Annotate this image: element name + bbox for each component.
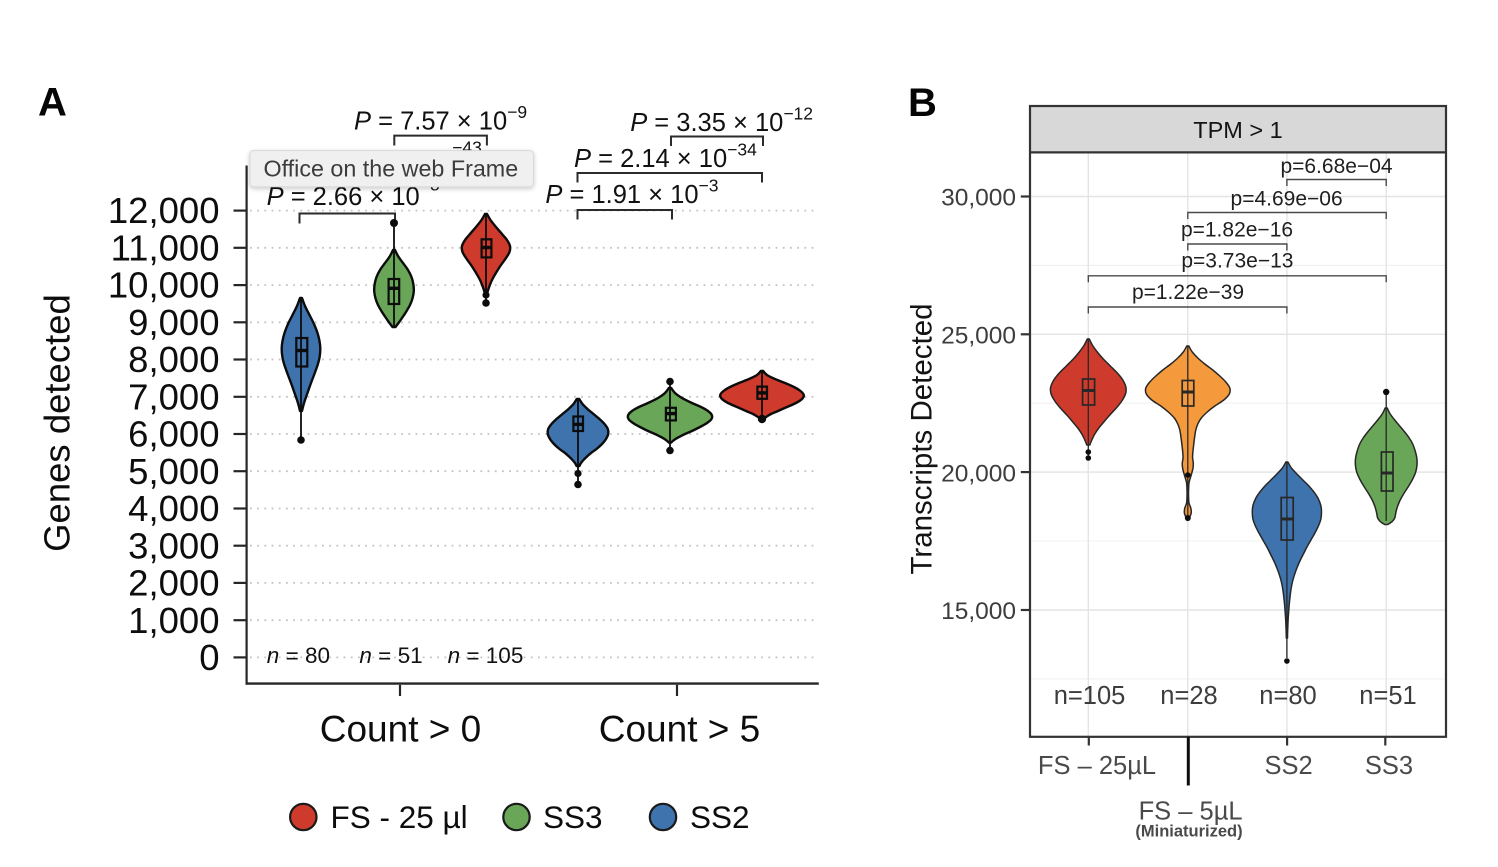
svg-text:SS3: SS3 xyxy=(543,799,603,835)
svg-text:SS2: SS2 xyxy=(690,799,750,835)
svg-text:FS - 25 µl: FS - 25 µl xyxy=(331,799,468,835)
svg-text:FS – 5µL: FS – 5µL xyxy=(1139,797,1243,825)
svg-text:Count > 5: Count > 5 xyxy=(599,709,760,750)
svg-text:n = 80: n = 80 xyxy=(267,643,330,668)
svg-text:(Miniaturized): (Miniaturized) xyxy=(1135,823,1242,841)
svg-text:20,000: 20,000 xyxy=(941,460,1016,487)
svg-text:p=1.82e−16: p=1.82e−16 xyxy=(1181,219,1293,242)
svg-text:30,000: 30,000 xyxy=(941,185,1016,212)
svg-text:Transcripts Detected: Transcripts Detected xyxy=(906,303,939,574)
svg-text:1,000: 1,000 xyxy=(128,600,219,641)
svg-text:P = 1.91 × 10−3: P = 1.91 × 10−3 xyxy=(545,175,718,209)
svg-text:n=51: n=51 xyxy=(1359,682,1416,710)
svg-text:p=4.69e−06: p=4.69e−06 xyxy=(1231,187,1343,210)
svg-text:n=80: n=80 xyxy=(1259,682,1316,710)
svg-text:6,000: 6,000 xyxy=(128,414,219,455)
svg-text:p=1.22e−39: p=1.22e−39 xyxy=(1132,281,1244,304)
svg-text:p=3.73e−13: p=3.73e−13 xyxy=(1181,250,1293,273)
svg-text:0: 0 xyxy=(199,637,219,678)
svg-text:2,000: 2,000 xyxy=(128,563,219,604)
svg-text:n=28: n=28 xyxy=(1160,682,1217,710)
svg-text:FS – 25µL: FS – 25µL xyxy=(1038,752,1156,780)
svg-text:25,000: 25,000 xyxy=(941,323,1016,350)
svg-text:P = 3.35 × 10−12: P = 3.35 × 10−12 xyxy=(630,103,813,137)
svg-text:n = 105: n = 105 xyxy=(448,643,524,668)
svg-text:P = 7.57 × 10−9: P = 7.57 × 10−9 xyxy=(354,102,527,136)
svg-text:3,000: 3,000 xyxy=(128,525,219,566)
svg-text:p=6.68e−04: p=6.68e−04 xyxy=(1280,155,1392,178)
svg-text:Genes detected: Genes detected xyxy=(37,294,78,552)
svg-text:P = 2.14 × 10−34: P = 2.14 × 10−34 xyxy=(574,140,757,174)
svg-text:Count > 0: Count > 0 xyxy=(320,709,481,750)
svg-text:n=105: n=105 xyxy=(1054,682,1126,710)
svg-text:B: B xyxy=(908,81,937,125)
svg-text:15,000: 15,000 xyxy=(941,598,1016,625)
svg-text:7,000: 7,000 xyxy=(128,376,219,417)
svg-text:9,000: 9,000 xyxy=(128,302,219,343)
svg-text:11,000: 11,000 xyxy=(111,227,220,268)
svg-text:TPM > 1: TPM > 1 xyxy=(1193,117,1282,143)
svg-text:5,000: 5,000 xyxy=(128,451,219,492)
svg-text:SS2: SS2 xyxy=(1264,752,1312,780)
svg-text:Office on the web Frame: Office on the web Frame xyxy=(264,156,519,182)
svg-text:n = 51: n = 51 xyxy=(359,643,422,668)
svg-text:SS3: SS3 xyxy=(1365,752,1413,780)
svg-text:4,000: 4,000 xyxy=(128,488,219,529)
svg-text:10,000: 10,000 xyxy=(108,265,220,306)
svg-text:12,000: 12,000 xyxy=(108,190,220,231)
svg-text:8,000: 8,000 xyxy=(128,339,219,380)
svg-text:A: A xyxy=(38,81,67,125)
